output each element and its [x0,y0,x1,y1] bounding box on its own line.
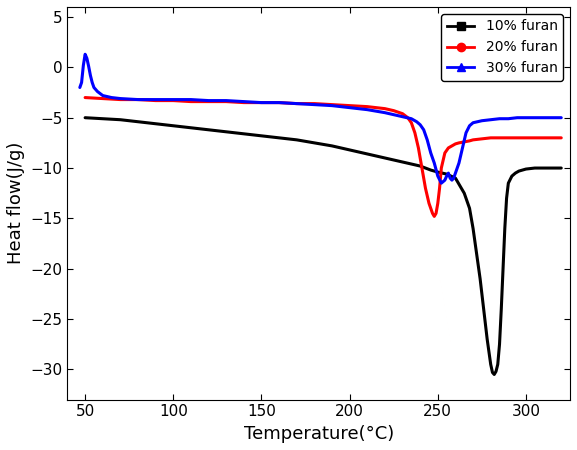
10% furan [500,266,507,271]
30% furan [434,173,441,179]
20% furan [431,214,438,219]
20% furan [276,100,283,105]
20% furan [364,104,371,109]
Legend: 10% furan, 20% furan, 30% furan: 10% furan, 20% furan, 30% furan [441,14,563,81]
10% furan [491,372,498,377]
10% furan [82,115,89,121]
10% furan [99,116,106,122]
30% furan [170,97,177,102]
30% furan [558,115,565,121]
10% furan [558,165,565,171]
10% furan [390,158,397,163]
30% furan [293,101,300,106]
Line: 10% furan: 10% furan [85,118,561,374]
30% furan [438,180,445,186]
Line: 30% furan: 30% furan [80,54,561,183]
30% furan [420,127,427,132]
10% furan [480,306,487,312]
10% furan [470,226,477,231]
10% furan [487,362,494,367]
20% furan [558,135,565,140]
30% furan [82,52,89,57]
30% furan [505,116,512,122]
20% furan [346,103,353,108]
X-axis label: Temperature(°C): Temperature(°C) [243,425,394,443]
30% furan [134,97,141,102]
20% furan [445,145,452,151]
Y-axis label: Heat flow(J/g): Heat flow(J/g) [7,142,25,265]
30% furan [76,85,83,90]
20% furan [82,95,89,100]
Line: 20% furan: 20% furan [85,98,561,216]
20% furan [549,135,556,140]
20% furan [455,140,462,146]
